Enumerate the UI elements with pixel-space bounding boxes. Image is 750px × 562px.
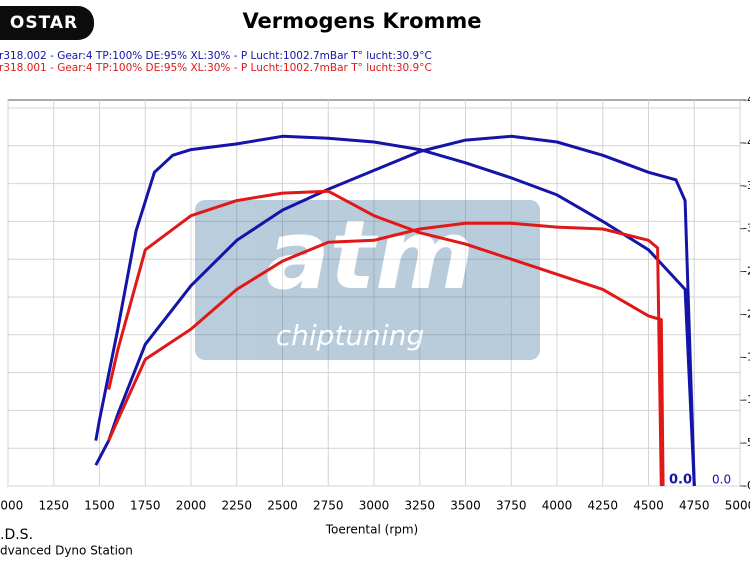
y2-tick-label: -4 bbox=[743, 136, 750, 149]
x-tick-label: 2500 bbox=[267, 499, 298, 513]
y2-tick-label: -1 bbox=[743, 393, 750, 406]
x-tick-label: 3500 bbox=[450, 499, 481, 513]
x-tick-label: 2250 bbox=[221, 499, 252, 513]
legend-entry: r318.002 - Gear:4 TP:100% DE:95% XL:30% … bbox=[0, 50, 432, 62]
logo-badge bbox=[0, 6, 94, 40]
x-tick-label: 1750 bbox=[130, 499, 161, 513]
x-tick-label: 4250 bbox=[587, 499, 618, 513]
annotation: 0.0 bbox=[669, 473, 692, 488]
legend-entry: r318.001 - Gear:4 TP:100% DE:95% XL:30% … bbox=[0, 62, 432, 74]
grid bbox=[7, 100, 741, 487]
watermark-text: chiptuning bbox=[276, 319, 424, 352]
x-axis-label: Toerental (rpm) bbox=[325, 523, 418, 537]
x-tick-label: 2750 bbox=[313, 499, 344, 513]
x-tick-label: 5000 bbox=[725, 499, 750, 513]
curve bbox=[94, 134, 696, 487]
y2-tick-label: -1 bbox=[743, 350, 750, 363]
x-tick-label: 1250 bbox=[38, 499, 69, 513]
y2-tick-label: -2 bbox=[743, 265, 750, 278]
y2-tick-label: -2 bbox=[743, 307, 750, 320]
x-tick-label: 3250 bbox=[404, 499, 435, 513]
watermark-text: atm bbox=[266, 201, 475, 311]
logo: OSTAR bbox=[10, 13, 78, 33]
curve bbox=[94, 134, 696, 487]
footer: .D.S. bbox=[0, 527, 33, 543]
annotation: 0.0 bbox=[712, 473, 731, 487]
footer: dvanced Dyno Station bbox=[0, 544, 133, 558]
x-tick-label: 4500 bbox=[633, 499, 664, 513]
x-tick-label: 2000 bbox=[176, 499, 207, 513]
x-tick-label: 4000 bbox=[542, 499, 573, 513]
y2-tick-label: -4 bbox=[743, 93, 750, 106]
chart-title: Vermogens Kromme bbox=[242, 9, 481, 33]
curve bbox=[107, 189, 665, 487]
x-tick-label: 1500 bbox=[84, 499, 115, 513]
x-tick-label: 3750 bbox=[496, 499, 527, 513]
y2-tick-label: -5 bbox=[743, 436, 750, 449]
x-tick-label: 1000 bbox=[0, 499, 23, 513]
curve bbox=[107, 221, 663, 487]
y2-tick-label: -3 bbox=[743, 222, 750, 235]
x-tick-label: 4750 bbox=[679, 499, 710, 513]
y2-tick-label: -3 bbox=[743, 179, 750, 192]
y2-tick-label: -0 bbox=[743, 479, 750, 492]
x-tick-label: 3000 bbox=[359, 499, 390, 513]
